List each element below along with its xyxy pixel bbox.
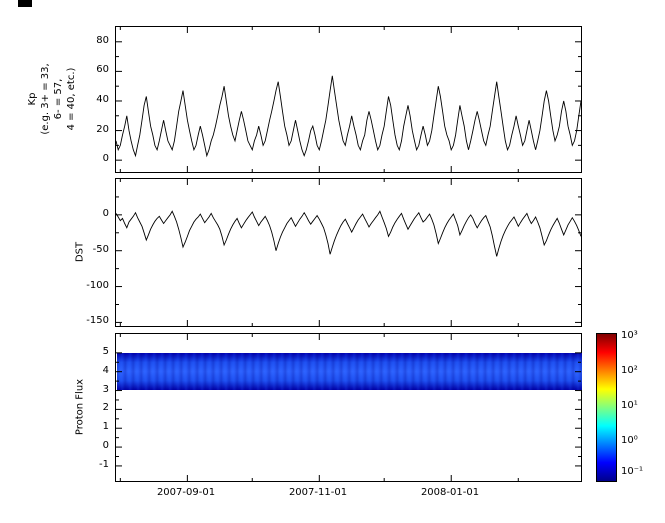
y-tick-label: 40 [96,93,109,105]
kp-axis-label: Kp (e.g. 3+ = 33, 6- = 57, 4 = 40, etc.) [26,63,78,134]
proton-flux-panel [115,333,582,482]
kp-line-chart [116,27,581,172]
y-tick-label: -150 [86,315,109,327]
x-tick-label: 2007-11-01 [288,487,348,498]
y-tick-label: 3 [102,383,109,395]
y-tick-label: 80 [96,34,109,46]
y-tick-label: 4 [102,364,109,376]
spectrogram-striations [117,353,582,390]
kp-axis-label-line: (e.g. 3+ = 33, [40,63,51,135]
y-tick-label: -1 [99,458,109,470]
y-tick-label: 2 [102,402,109,414]
colorbar-tick-label: 10⁰ [621,435,638,446]
proton-flux-spectrogram-band [117,353,582,390]
x-tick-label: 2008-01-01 [420,487,480,498]
corner-artifact [18,0,32,7]
flux-colorbar [596,333,617,482]
colorbar-tick-label: 10² [621,365,638,376]
kp-axis-label-line: 6- = 57, [53,78,64,120]
y-tick-label: 60 [96,64,109,76]
y-tick-label: 0 [102,440,109,452]
kp-panel [115,26,582,173]
y-tick-label: -100 [86,279,109,291]
colorbar-tick-label: 10¹ [621,400,638,411]
y-tick-label: 0 [102,207,109,219]
colorbar-tick-label: 10³ [621,330,638,341]
kp-axis-label-line: Kp [27,92,38,106]
y-tick-label: -50 [92,243,109,255]
y-tick-label: 20 [96,123,109,135]
dst-line-chart [116,179,581,326]
y-tick-label: 1 [102,421,109,433]
colorbar-tick-label: 10⁻¹ [621,466,644,477]
y-tick-label: 0 [102,153,109,165]
x-tick-label: 2007-09-01 [156,487,216,498]
dst-panel [115,178,582,327]
proton-flux-axes [116,334,581,481]
y-tick-label: 5 [102,345,109,357]
